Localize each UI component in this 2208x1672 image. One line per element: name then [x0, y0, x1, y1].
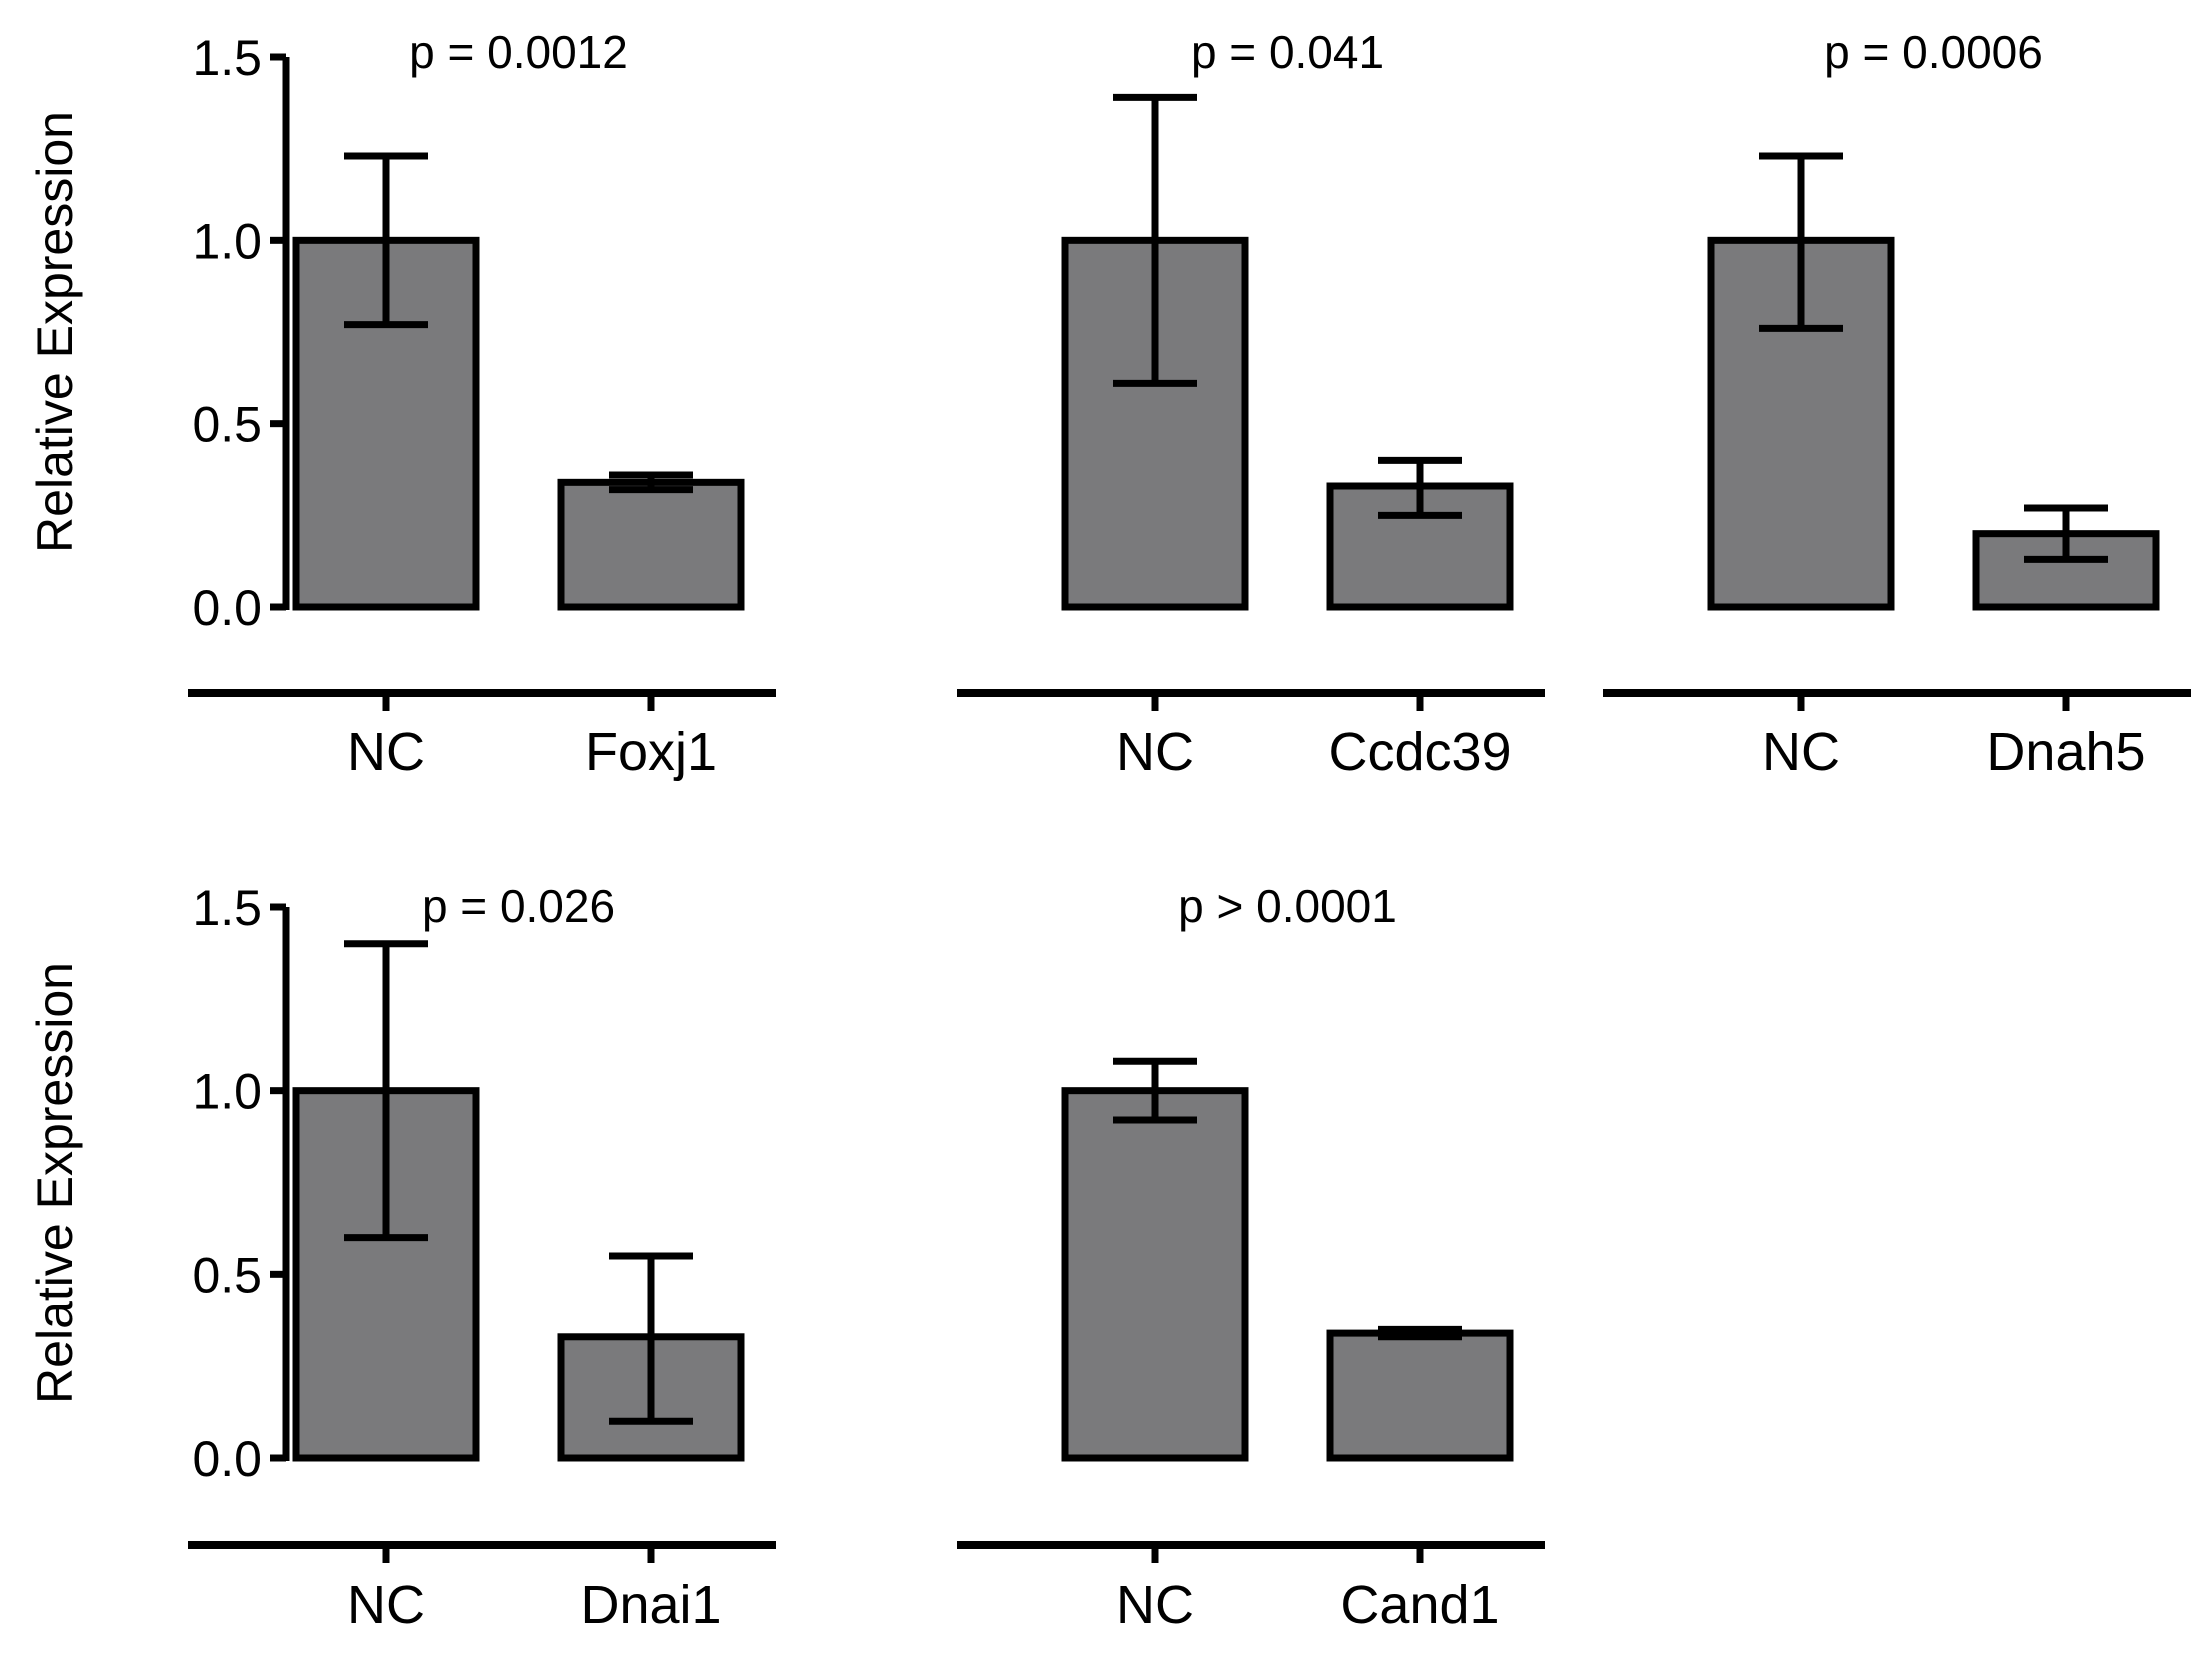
y-tick-label-0-2: 1.0 — [192, 213, 262, 269]
category-label-1-1: Ccdc39 — [1328, 722, 1511, 782]
y-tick-label-3-0: 0.0 — [192, 1431, 262, 1487]
category-label-2-0: NC — [1762, 722, 1840, 782]
y-axis-label-0: Relative Expression — [27, 111, 83, 553]
category-label-3-1: Dnai1 — [580, 1575, 721, 1635]
y-axis-label-3: Relative Expression — [27, 962, 83, 1404]
bar-4-nc — [1061, 1087, 1249, 1462]
p-value-label-4: p > 0.0001 — [1178, 880, 1397, 932]
y-tick-label-3-2: 1.0 — [192, 1064, 262, 1120]
bar-2-dnah5 — [1972, 530, 2160, 611]
y-tick-label-0-1: 0.5 — [192, 397, 262, 453]
category-label-2-1: Dnah5 — [1986, 722, 2145, 782]
p-value-label-1: p = 0.041 — [1191, 26, 1384, 78]
category-label-3-0: NC — [347, 1575, 425, 1635]
p-value-label-3: p = 0.026 — [422, 880, 615, 932]
category-label-0-1: Foxj1 — [585, 722, 717, 782]
bar-4-cand1 — [1326, 1329, 1514, 1462]
p-value-label-0: p = 0.0012 — [409, 26, 628, 78]
category-label-4-0: NC — [1116, 1575, 1194, 1635]
bar-1-ccdc39 — [1326, 482, 1514, 611]
y-tick-label-3-3: 1.5 — [192, 880, 262, 936]
category-label-4-1: Cand1 — [1340, 1575, 1499, 1635]
p-value-label-2: p = 0.0006 — [1824, 26, 2043, 78]
y-tick-label-0-0: 0.0 — [192, 580, 262, 636]
category-label-1-0: NC — [1116, 722, 1194, 782]
category-label-0-0: NC — [347, 722, 425, 782]
y-tick-label-0-3: 1.5 — [192, 30, 262, 86]
y-tick-label-3-1: 0.5 — [192, 1247, 262, 1303]
bar-0-foxj1 — [557, 478, 745, 611]
